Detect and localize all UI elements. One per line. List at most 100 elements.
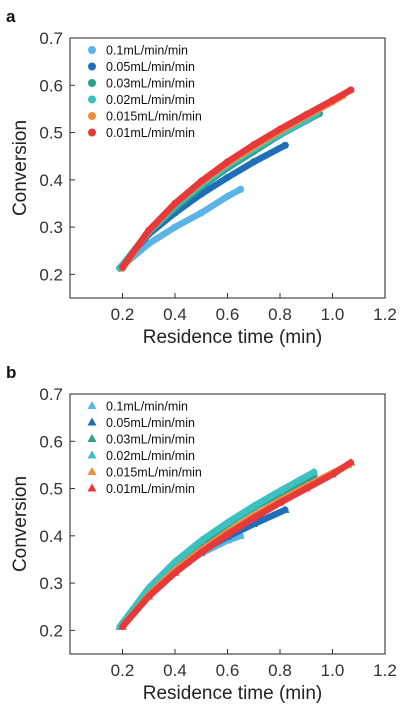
data-point xyxy=(197,177,205,185)
data-point xyxy=(118,622,127,630)
y-tick-label: 0.7 xyxy=(39,385,63,404)
y-axis-title: Conversion xyxy=(10,476,31,572)
legend-marker xyxy=(88,79,96,87)
y-tick-label: 0.5 xyxy=(39,480,63,499)
data-point xyxy=(249,513,258,521)
y-tick-label: 0.6 xyxy=(39,76,63,95)
data-point xyxy=(237,185,245,193)
legend-label: 0.02mL/min/min xyxy=(106,449,195,463)
data-point xyxy=(275,498,285,506)
x-tick-label: 0.2 xyxy=(111,661,135,680)
x-axis-title: Residence time (min) xyxy=(143,327,323,348)
y-tick-label: 0.2 xyxy=(39,265,63,284)
x-tick-label: 1.0 xyxy=(321,661,345,680)
x-tick-label: 0.8 xyxy=(268,305,292,324)
legend-marker xyxy=(88,128,96,137)
chart-panel-b: b 0.2 0.4 0.6 0.8 1.0 1.2 0.2 0.3 0.4 0.5 0.6 0.7 Res… xyxy=(6,363,397,704)
x-tick-label: 0.4 xyxy=(163,305,187,324)
data-point xyxy=(281,141,289,149)
series-line xyxy=(119,86,355,271)
data-point xyxy=(275,486,285,494)
legend-label: 0.01mL/min/min xyxy=(106,482,195,496)
data-point xyxy=(309,467,319,475)
data-point xyxy=(118,263,127,271)
y-tick-label: 0.4 xyxy=(39,171,63,190)
data-point xyxy=(249,501,258,510)
legend: 0.1mL/min/min 0.05mL/min/min 0.03mL/min/mi… xyxy=(87,400,202,496)
chart-panel-a: a 0.2 0.4 0.6 0.8 1.0 1.2 0.2 0.3 0.4 0.5 0.6 0.7 Res… xyxy=(6,7,397,348)
legend-marker xyxy=(88,46,96,54)
data-point xyxy=(171,199,179,208)
y-tick-label: 0.6 xyxy=(39,432,63,451)
data-point xyxy=(145,240,153,248)
data-point xyxy=(197,547,206,556)
x-tick-label: 0.6 xyxy=(216,305,240,324)
legend-label: 0.03mL/min/min xyxy=(106,433,195,447)
data-point xyxy=(145,226,153,234)
legend-marker xyxy=(88,62,96,71)
legend-marker xyxy=(87,467,97,475)
legend: 0.1mL/min/min 0.05mL/min/min 0.03mL/min/mi… xyxy=(88,44,202,140)
x-tick-label: 0.2 xyxy=(111,305,135,324)
data-point xyxy=(250,158,258,166)
y-tick-label: 0.4 xyxy=(39,527,63,546)
legend-marker xyxy=(87,434,97,442)
data-point xyxy=(223,158,232,166)
data-point xyxy=(236,531,245,539)
legend-marker xyxy=(88,95,96,104)
data-point xyxy=(171,223,179,231)
data-point xyxy=(328,96,337,104)
data-point xyxy=(302,110,310,119)
data-point xyxy=(223,192,232,200)
data-point xyxy=(223,529,232,538)
legend-marker xyxy=(87,401,97,409)
data-point xyxy=(170,557,180,565)
data-point xyxy=(346,458,356,466)
legend-marker xyxy=(88,112,96,120)
data-point xyxy=(302,484,311,492)
legend-label: 0.1mL/min/min xyxy=(106,44,188,58)
data-point xyxy=(197,209,205,217)
y-tick-label: 0.2 xyxy=(39,621,63,640)
y-tick-label: 0.3 xyxy=(39,218,63,237)
x-tick-label: 0.8 xyxy=(268,661,292,680)
panel-label: a xyxy=(6,7,16,26)
legend-label: 0.015mL/min/min xyxy=(106,466,202,480)
x-tick-label: 0.6 xyxy=(216,661,240,680)
legend-label: 0.02mL/min/min xyxy=(106,93,195,107)
data-point xyxy=(197,536,206,544)
series-line xyxy=(116,506,289,630)
legend-marker xyxy=(87,450,97,459)
x-tick-label: 1.2 xyxy=(373,661,397,680)
legend-label: 0.03mL/min/min xyxy=(106,77,195,91)
legend-label: 0.1mL/min/min xyxy=(106,400,188,414)
legend-label: 0.05mL/min/min xyxy=(106,60,195,74)
legend-label: 0.01mL/min/min xyxy=(106,126,195,140)
legend-label: 0.015mL/min/min xyxy=(106,110,202,124)
data-point xyxy=(249,519,258,527)
legend-marker xyxy=(87,483,97,492)
data-point xyxy=(250,141,258,149)
data-point xyxy=(281,505,290,513)
series-line xyxy=(119,459,355,630)
data-point xyxy=(328,469,337,478)
legend-label: 0.05mL/min/min xyxy=(106,416,195,430)
y-axis-title: Conversion xyxy=(10,120,31,216)
data-point xyxy=(223,173,232,182)
data-point xyxy=(170,568,180,576)
x-tick-label: 1.2 xyxy=(373,305,397,324)
series-line xyxy=(116,468,318,630)
legend-marker xyxy=(87,417,97,426)
data-point xyxy=(347,86,355,94)
y-tick-label: 0.7 xyxy=(39,29,63,48)
x-tick-label: 0.4 xyxy=(163,661,187,680)
y-tick-label: 0.3 xyxy=(39,574,63,593)
x-axis-title: Residence time (min) xyxy=(143,683,323,704)
data-point xyxy=(223,518,232,526)
y-tick-label: 0.5 xyxy=(39,124,63,143)
x-tick-label: 1.0 xyxy=(321,305,345,324)
data-point xyxy=(144,591,153,600)
data-point xyxy=(276,125,284,133)
panel-label: b xyxy=(6,363,16,382)
